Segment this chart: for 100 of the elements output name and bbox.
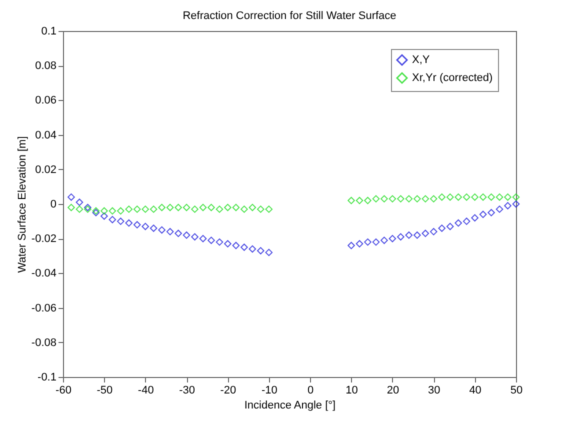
point xyxy=(414,195,421,202)
y-tick-label: 0.1 xyxy=(41,26,56,38)
chart-title: Refraction Correction for Still Water Surface xyxy=(182,10,396,22)
point xyxy=(364,238,372,246)
point xyxy=(348,242,355,250)
point xyxy=(199,234,207,242)
point xyxy=(240,244,248,251)
point xyxy=(512,200,520,208)
point xyxy=(462,218,470,225)
point xyxy=(479,193,487,201)
point xyxy=(454,219,462,227)
x-tick-label: -60 xyxy=(56,384,72,396)
y-tick-label: 0.02 xyxy=(35,164,56,176)
point xyxy=(504,202,512,210)
point xyxy=(100,212,108,220)
x-tick-label: -10 xyxy=(261,384,278,396)
y-tick-label: 0.04 xyxy=(35,129,56,142)
point xyxy=(257,247,264,254)
point xyxy=(446,222,454,230)
point xyxy=(166,228,174,236)
point xyxy=(405,195,413,202)
point xyxy=(372,195,380,202)
point xyxy=(248,245,256,253)
point xyxy=(191,206,198,213)
point xyxy=(150,206,158,213)
y-tick-label: -0.08 xyxy=(31,336,56,349)
point xyxy=(224,204,232,212)
x-tick-label: -50 xyxy=(96,384,113,396)
point xyxy=(479,210,487,218)
point xyxy=(471,214,478,222)
point xyxy=(182,231,190,239)
point xyxy=(356,240,364,248)
y-tick-label: -0.1 xyxy=(38,372,56,384)
point xyxy=(414,231,421,239)
y-tick-label: -0.06 xyxy=(31,302,56,314)
point xyxy=(116,207,124,215)
point xyxy=(100,207,108,215)
point xyxy=(116,218,124,225)
point xyxy=(208,236,215,244)
y-tick-label: 0 xyxy=(50,198,56,210)
point xyxy=(380,195,388,202)
point xyxy=(388,195,396,202)
point xyxy=(76,198,84,206)
point xyxy=(208,204,215,212)
x-tick-label: -30 xyxy=(179,384,195,396)
point xyxy=(182,204,190,212)
point xyxy=(422,195,430,202)
point xyxy=(512,193,520,201)
point xyxy=(174,204,182,212)
point xyxy=(504,193,512,201)
point xyxy=(142,222,150,230)
point xyxy=(216,238,224,246)
point xyxy=(496,193,504,201)
point xyxy=(265,248,273,256)
point xyxy=(356,196,364,204)
point xyxy=(454,193,462,201)
point xyxy=(405,231,413,239)
point xyxy=(422,230,430,238)
point xyxy=(364,196,372,204)
point xyxy=(438,224,446,232)
legend-label: Xr,Yr (corrected) xyxy=(412,72,493,84)
y-tick-label: 0.06 xyxy=(35,94,56,107)
point xyxy=(232,242,240,250)
point xyxy=(232,204,240,212)
point xyxy=(133,206,141,213)
point xyxy=(174,230,182,238)
x-tick-label: 10 xyxy=(346,384,358,396)
x-tick-label: -20 xyxy=(220,384,236,396)
point xyxy=(125,219,133,227)
point xyxy=(68,204,75,212)
point xyxy=(462,193,470,201)
point xyxy=(397,233,404,241)
point xyxy=(438,193,446,201)
point xyxy=(216,206,224,213)
point xyxy=(380,236,388,244)
point xyxy=(125,206,133,213)
point xyxy=(166,204,174,212)
point xyxy=(108,207,116,215)
point xyxy=(430,228,438,236)
y-tick-label: -0.04 xyxy=(31,268,56,280)
legend-label: X,Y xyxy=(412,54,430,66)
point xyxy=(199,204,207,212)
point xyxy=(471,193,478,201)
point xyxy=(257,206,264,213)
point xyxy=(240,206,248,213)
point xyxy=(133,221,141,228)
x-tick-label: 40 xyxy=(469,384,482,396)
point xyxy=(108,216,116,224)
x-tick-label: 50 xyxy=(510,384,523,396)
point xyxy=(248,204,256,212)
point xyxy=(488,208,495,216)
point xyxy=(150,224,158,232)
x-tick-label: 0 xyxy=(308,384,314,396)
point xyxy=(430,195,438,202)
x-tick-label: -40 xyxy=(138,384,154,396)
point xyxy=(68,193,75,201)
y-tick-label: 0.08 xyxy=(35,60,56,72)
x-tick-label: 20 xyxy=(386,384,400,396)
point xyxy=(372,238,380,246)
point xyxy=(265,206,273,213)
